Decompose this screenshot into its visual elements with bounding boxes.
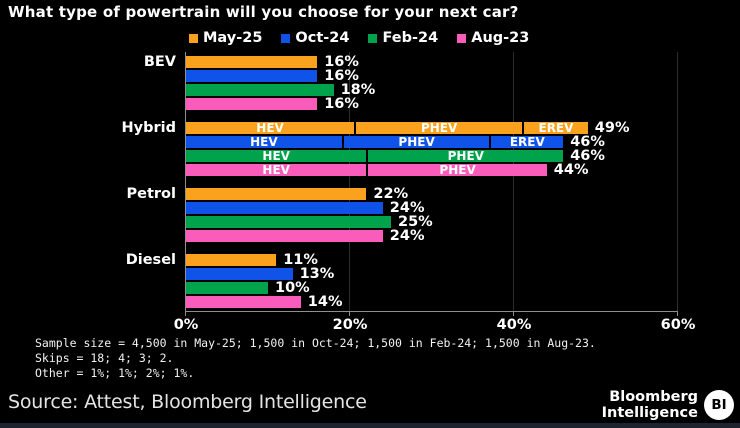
segment-phev: PHEV bbox=[366, 164, 547, 176]
bar-aug-23-bev bbox=[186, 98, 318, 110]
bar-oct-24-petrol bbox=[186, 202, 383, 214]
legend-item-may-25: May-25 bbox=[189, 30, 262, 46]
segment-hev: HEV bbox=[186, 150, 367, 162]
legend-label: May-25 bbox=[203, 30, 263, 46]
gridline-20 bbox=[349, 52, 350, 312]
bar-value-label: 16% bbox=[324, 68, 359, 84]
bar-oct-24-diesel bbox=[186, 268, 293, 280]
bar-oct-24-bev bbox=[186, 70, 318, 82]
y-axis-line bbox=[185, 52, 186, 311]
legend-swatch-icon bbox=[281, 33, 291, 43]
footnote-other: Other = 1%; 1%; 2%; 1%. bbox=[35, 366, 195, 380]
segment-erev: EREV bbox=[522, 122, 588, 134]
bar-may-25-hybrid: HEV PHEV EREV bbox=[186, 122, 588, 134]
bar-value-label: 11% bbox=[283, 252, 318, 268]
footnotes: Sample size = 4,500 in May-25; 1,500 in … bbox=[35, 336, 596, 381]
x-axis-tick-0 bbox=[185, 312, 186, 316]
bar-value-label: 24% bbox=[389, 200, 425, 216]
chart-title: What type of powertrain will you choose … bbox=[8, 3, 519, 21]
bar-value-label: 44% bbox=[553, 162, 589, 178]
x-tick-label-20: 20% bbox=[332, 317, 368, 333]
bar-value-label: 46% bbox=[570, 148, 605, 164]
x-axis-tick-40 bbox=[513, 312, 514, 316]
bar-aug-23-hybrid: HEV PHEV bbox=[186, 164, 547, 176]
segment-phev: PHEV bbox=[354, 122, 523, 134]
bar-value-label: 13% bbox=[299, 266, 335, 282]
bar-oct-24-hybrid: HEV PHEV EREV bbox=[186, 136, 564, 148]
bar-aug-23-diesel bbox=[186, 296, 301, 308]
source-credit: Source: Attest, Bloomberg Intelligence bbox=[8, 391, 367, 413]
gridline-60 bbox=[677, 52, 678, 312]
bar-feb-24-bev bbox=[186, 84, 334, 96]
bar-may-25-diesel bbox=[186, 254, 277, 266]
bar-value-label: 10% bbox=[275, 280, 310, 296]
category-label-hybrid: Hybrid bbox=[121, 120, 176, 136]
bar-value-label: 49% bbox=[594, 120, 630, 136]
legend-item-feb-24: Feb-24 bbox=[368, 30, 438, 46]
legend-swatch-icon bbox=[189, 33, 198, 43]
legend-swatch-icon bbox=[368, 33, 378, 43]
brand-line-bloomberg: Bloomberg bbox=[609, 389, 698, 405]
segment-phev: PHEV bbox=[341, 136, 490, 148]
bar-value-label: 16% bbox=[324, 96, 359, 112]
gridline-40 bbox=[513, 52, 514, 312]
bar-aug-23-petrol bbox=[186, 230, 383, 242]
brand-wordmark: Bloomberg Intelligence bbox=[602, 389, 698, 421]
x-axis-tick-60 bbox=[677, 312, 678, 316]
footnote-sample-size: Sample size = 4,500 in May-25; 1,500 in … bbox=[35, 336, 596, 350]
bar-value-label: 24% bbox=[389, 228, 425, 244]
x-tick-label-60: 60% bbox=[660, 317, 696, 333]
bar-value-label: 25% bbox=[398, 214, 433, 230]
x-tick-label-0: 0% bbox=[173, 317, 199, 333]
segment-erev: EREV bbox=[489, 136, 564, 148]
category-label-diesel: Diesel bbox=[125, 252, 176, 268]
x-axis-tick-20 bbox=[349, 312, 350, 316]
segment-phev: PHEV bbox=[366, 150, 564, 162]
legend-label: Feb-24 bbox=[382, 30, 439, 46]
bar-value-label: 46% bbox=[570, 134, 605, 150]
legend-label: Oct-24 bbox=[295, 30, 350, 46]
segment-hev: HEV bbox=[186, 136, 342, 148]
legend-swatch-icon bbox=[457, 33, 467, 43]
bar-may-25-bev bbox=[186, 56, 318, 68]
category-label-bev: BEV bbox=[143, 54, 176, 70]
legend-item-oct-24: Oct-24 bbox=[281, 30, 349, 46]
bar-feb-24-diesel bbox=[186, 282, 268, 294]
bar-value-label: 22% bbox=[373, 186, 409, 202]
bar-feb-24-hybrid: HEV PHEV bbox=[186, 150, 564, 162]
legend-item-aug-23: Aug-23 bbox=[457, 30, 529, 46]
segment-hev: HEV bbox=[186, 122, 355, 134]
legend-label: Aug-23 bbox=[471, 30, 530, 46]
bar-value-label: 16% bbox=[324, 54, 359, 70]
bar-value-label: 18% bbox=[340, 82, 376, 98]
x-axis-line bbox=[185, 311, 678, 312]
bottom-edge-strip bbox=[0, 423, 740, 428]
legend: May-25 Oct-24 Feb-24 Aug-23 bbox=[189, 30, 529, 46]
bar-may-25-petrol bbox=[186, 188, 367, 200]
bi-logo-icon: BI bbox=[704, 390, 734, 420]
bar-feb-24-petrol bbox=[186, 216, 391, 228]
x-tick-label-40: 40% bbox=[496, 317, 532, 333]
segment-hev: HEV bbox=[186, 164, 367, 176]
bar-value-label: 14% bbox=[307, 294, 343, 310]
footnote-skips: Skips = 18; 4; 3; 2. bbox=[35, 351, 174, 365]
category-label-petrol: Petrol bbox=[126, 186, 176, 202]
brand-line-intelligence: Intelligence bbox=[601, 405, 698, 421]
